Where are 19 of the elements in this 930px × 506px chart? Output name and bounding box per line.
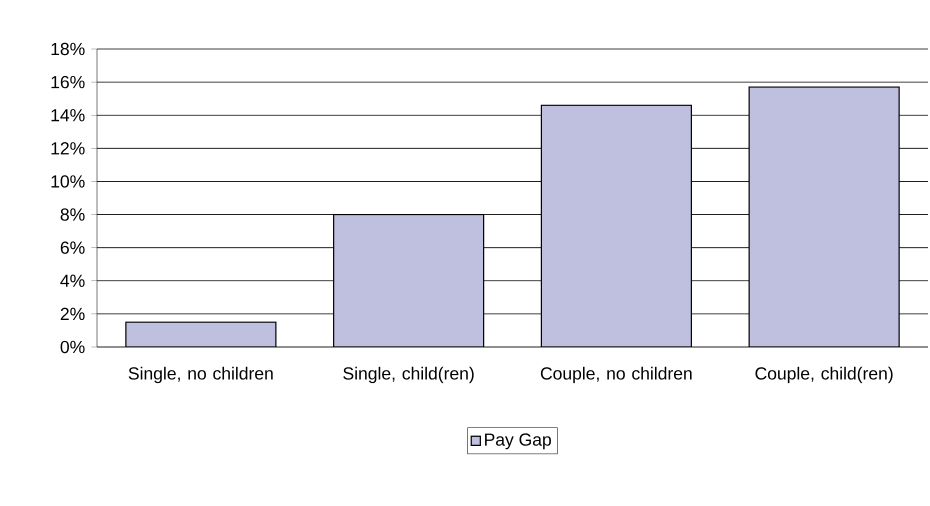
bar [125,322,276,347]
y-tick-label: 8% [60,208,85,221]
x-tick-label: Single, child(ren) [343,366,474,384]
y-tick-label: 0% [60,340,85,354]
y-tick-label: 4% [60,274,85,287]
bar [333,214,484,347]
y-tick-label: 2% [60,308,85,320]
bar [748,86,900,347]
y-tick-label: 14% [52,109,85,122]
x-tick-label: Single, no children [128,366,273,384]
bar [540,104,692,347]
x-tick-label: Couple, child(ren) [755,366,893,384]
y-tick-label: 12% [52,142,85,154]
y-tick-label: 16% [52,76,85,88]
y-tick-label: 18% [52,42,85,56]
legend-label: Pay Gap [485,433,551,450]
x-tick-label: Couple, no children [540,366,692,384]
y-tick-label: 6% [60,241,85,254]
y-tick-label: 10% [52,175,85,188]
